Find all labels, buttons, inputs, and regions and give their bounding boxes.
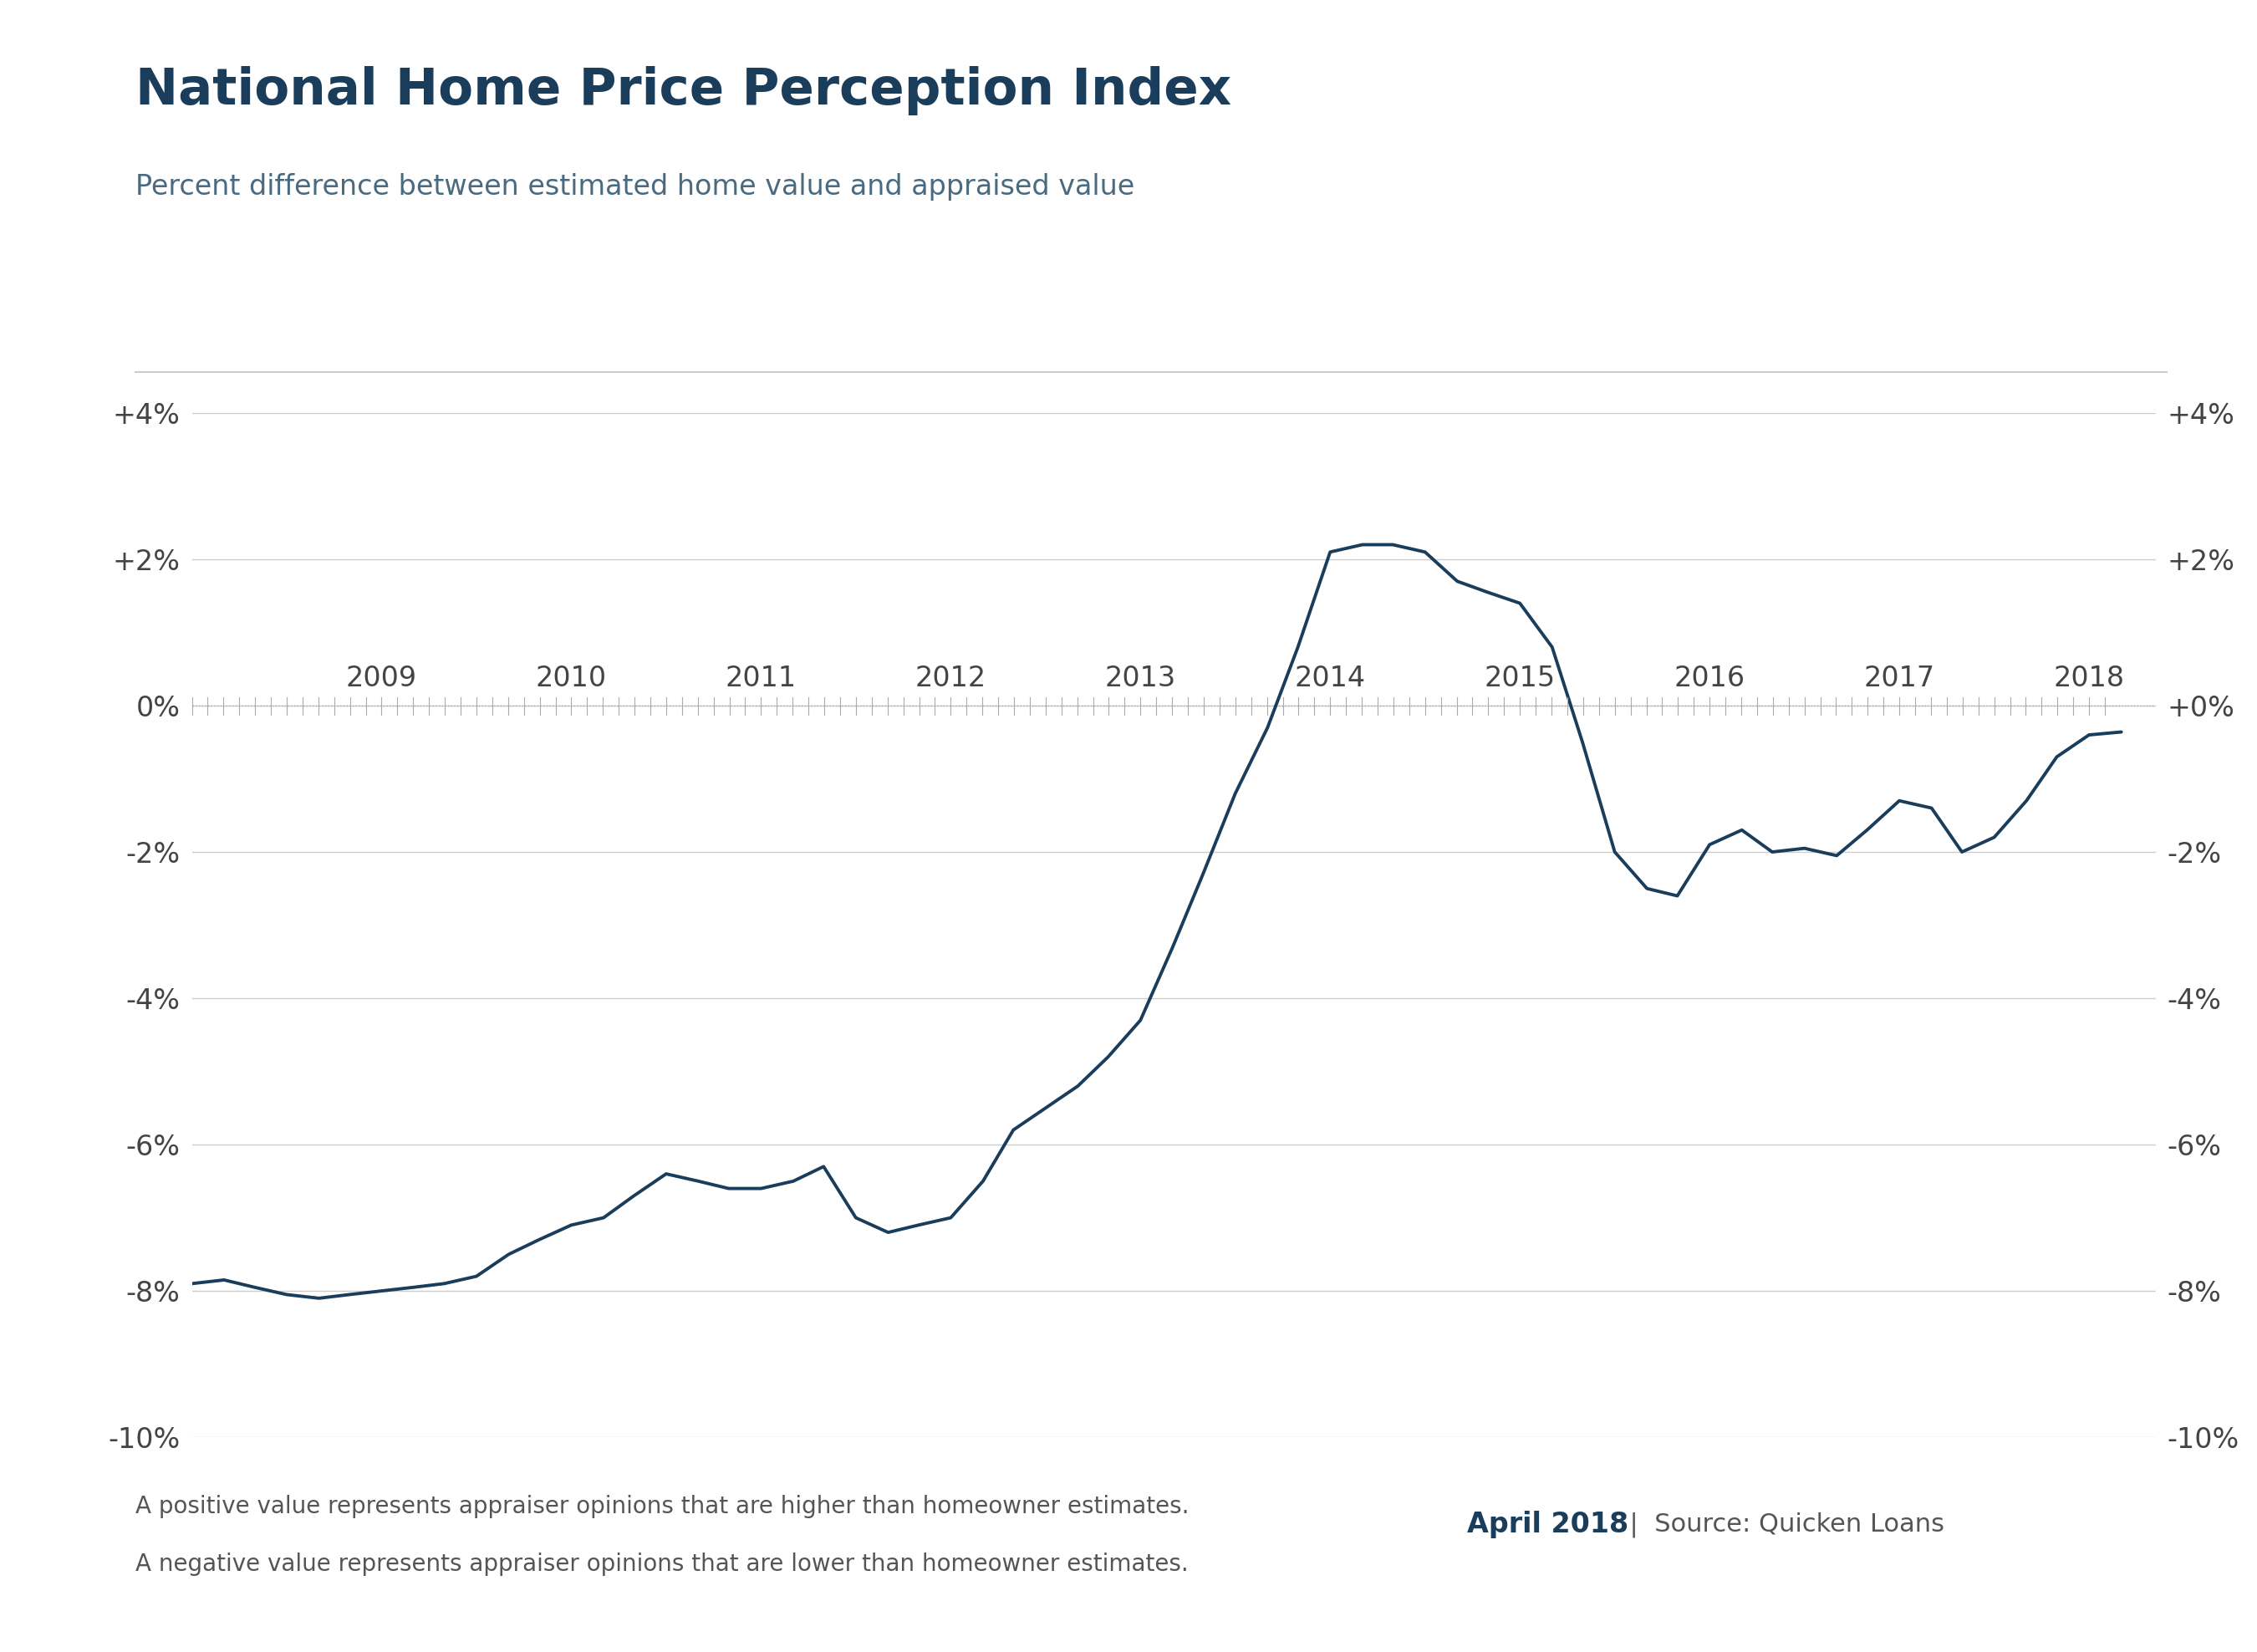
Text: 2013: 2013 <box>1106 664 1176 692</box>
Text: 2009: 2009 <box>345 664 418 692</box>
Text: 2015: 2015 <box>1485 664 1555 692</box>
Text: 2011: 2011 <box>724 664 797 692</box>
Text: A negative value represents appraiser opinions that are lower than homeowner est: A negative value represents appraiser op… <box>135 1553 1189 1576</box>
Text: April 2018: April 2018 <box>1467 1512 1630 1538</box>
Text: Percent difference between estimated home value and appraised value: Percent difference between estimated hom… <box>135 173 1135 202</box>
Text: 2016: 2016 <box>1675 664 1745 692</box>
Text: 2012: 2012 <box>914 664 986 692</box>
Text: |  Source: Quicken Loans: | Source: Quicken Loans <box>1614 1512 1946 1538</box>
Text: 2018: 2018 <box>2054 664 2124 692</box>
Text: 2017: 2017 <box>1864 664 1934 692</box>
Text: A positive value represents appraiser opinions that are higher than homeowner es: A positive value represents appraiser op… <box>135 1495 1189 1518</box>
Text: 2014: 2014 <box>1296 664 1365 692</box>
Text: 2010: 2010 <box>535 664 607 692</box>
Text: National Home Price Perception Index: National Home Price Perception Index <box>135 66 1232 116</box>
